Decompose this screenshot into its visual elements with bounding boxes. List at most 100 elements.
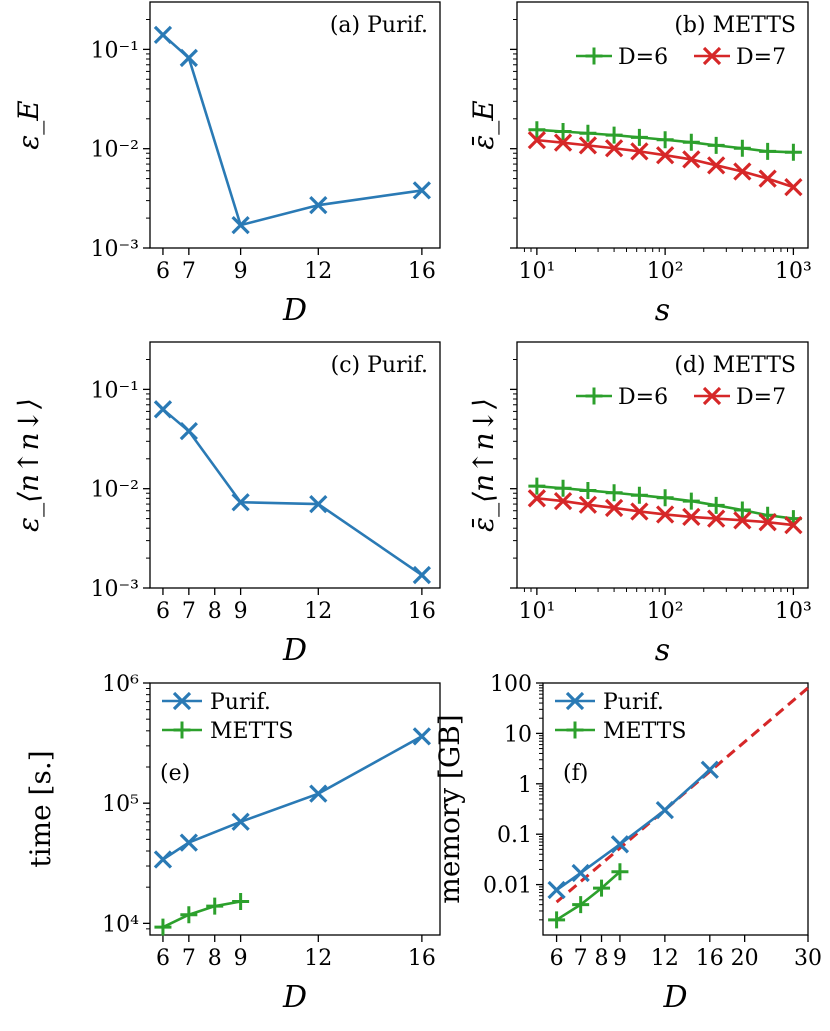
data-point — [682, 150, 701, 169]
legend-marker — [172, 691, 192, 711]
data-point — [610, 835, 630, 854]
x-axis-label: D — [662, 980, 687, 1015]
plot-frame — [149, 682, 441, 936]
x-tick-label: 16 — [408, 259, 436, 284]
data-point — [527, 130, 546, 150]
plot-frame — [516, 1, 809, 249]
y-tick-label: 0.1 — [497, 823, 532, 848]
x-tick-label: 6 — [156, 946, 170, 971]
x-axis-label: D — [282, 980, 307, 1015]
data-point — [571, 863, 590, 883]
panel-tag: (b) METTS — [674, 13, 796, 38]
data-point — [554, 479, 572, 497]
y-tick-label: 10⁻¹ — [91, 378, 139, 403]
x-tick-label: 10³ — [775, 599, 812, 624]
x-tick-label: 8 — [595, 946, 609, 971]
panel-c: 10⁻³ 10⁻² 10⁻¹ 6 7 8 9 12 16 Dε_⟨n↑n↓⟩ (c) Purif. — [12, 341, 441, 668]
y-tick-label: 10⁻² — [91, 478, 139, 503]
data-point — [655, 505, 675, 524]
data-point — [630, 128, 648, 146]
data-point — [180, 906, 198, 924]
data-point — [412, 727, 432, 746]
panel-tag: (f) — [563, 761, 588, 786]
data-point — [605, 126, 623, 144]
data-point — [553, 491, 573, 511]
data-point — [759, 142, 777, 160]
panel-tag: (d) METTS — [674, 353, 796, 378]
series-line-purif- — [162, 33, 423, 227]
y-tick-label: 1 — [518, 773, 532, 798]
plot-frame — [149, 1, 441, 249]
y-axis-label: ε̄_E — [467, 100, 500, 149]
data-point — [630, 142, 649, 161]
data-point — [309, 494, 328, 514]
x-tick-label: 6 — [156, 259, 170, 284]
data-point — [528, 477, 546, 495]
legend-label: Purif. — [210, 690, 271, 715]
y-tick-label: 10⁵ — [102, 792, 139, 817]
data-point — [784, 178, 803, 197]
y-axis-label: ε̄_⟨n↑n↓⟩ — [467, 398, 500, 532]
data-point — [232, 893, 250, 910]
data-point — [682, 507, 701, 527]
data-point — [630, 486, 648, 504]
legend-marker — [585, 387, 603, 405]
legend-marker — [565, 691, 585, 711]
data-point — [548, 911, 566, 929]
data-point — [554, 122, 572, 140]
x-tick-label: 10³ — [775, 259, 812, 284]
x-tick-label: 9 — [234, 599, 248, 624]
legend-label: D=6 — [618, 45, 668, 70]
x-tick-label: 6 — [156, 599, 170, 624]
legend-label: Purif. — [603, 690, 664, 715]
y-tick-label: 10⁻² — [91, 138, 139, 163]
data-point — [784, 143, 802, 161]
data-point — [656, 131, 674, 149]
panel-a: 10⁻³ 10⁻² 10⁻¹ 6 7 9 12 16 Dε_E (a) Purif. — [12, 1, 441, 328]
data-point — [231, 493, 250, 512]
data-point — [154, 918, 172, 936]
x-tick-label: 6 — [550, 946, 564, 971]
data-point — [733, 162, 752, 181]
x-axis-label: D — [282, 633, 307, 668]
x-tick-label: 16 — [408, 946, 436, 971]
y-axis-label: memory [GB] — [433, 714, 466, 903]
y-tick-label: 0.01 — [483, 874, 532, 899]
data-point — [231, 812, 250, 831]
x-tick-label: 12 — [651, 946, 679, 971]
y-tick-label: 10⁻³ — [91, 577, 139, 602]
legend-label: D=6 — [618, 385, 668, 410]
y-tick-label: 10⁻¹ — [91, 38, 139, 63]
data-point — [655, 146, 675, 165]
plot-frame — [516, 341, 809, 589]
y-tick-label: 100 — [490, 672, 532, 697]
data-point — [707, 136, 725, 154]
data-point — [153, 850, 173, 869]
legend-label: METTS — [210, 719, 293, 744]
data-point — [733, 501, 751, 519]
x-tick-label: 12 — [304, 259, 332, 284]
data-point — [656, 489, 674, 507]
plot-frame — [149, 341, 441, 589]
data-point — [682, 133, 700, 151]
legend-marker — [702, 46, 722, 66]
data-point — [700, 760, 719, 779]
plot-frame — [542, 682, 809, 936]
data-point — [206, 897, 224, 915]
data-point — [707, 509, 726, 528]
y-tick-label: 10⁶ — [102, 672, 139, 697]
x-tick-label: 10¹ — [518, 259, 555, 284]
x-tick-label: 16 — [408, 599, 436, 624]
data-point — [579, 481, 597, 499]
data-point — [179, 48, 198, 68]
data-point — [578, 136, 598, 155]
data-point — [153, 400, 173, 419]
x-tick-label: 20 — [731, 946, 759, 971]
data-point — [579, 124, 597, 142]
x-tick-label: 16 — [696, 946, 724, 971]
x-tick-label: 12 — [304, 599, 332, 624]
